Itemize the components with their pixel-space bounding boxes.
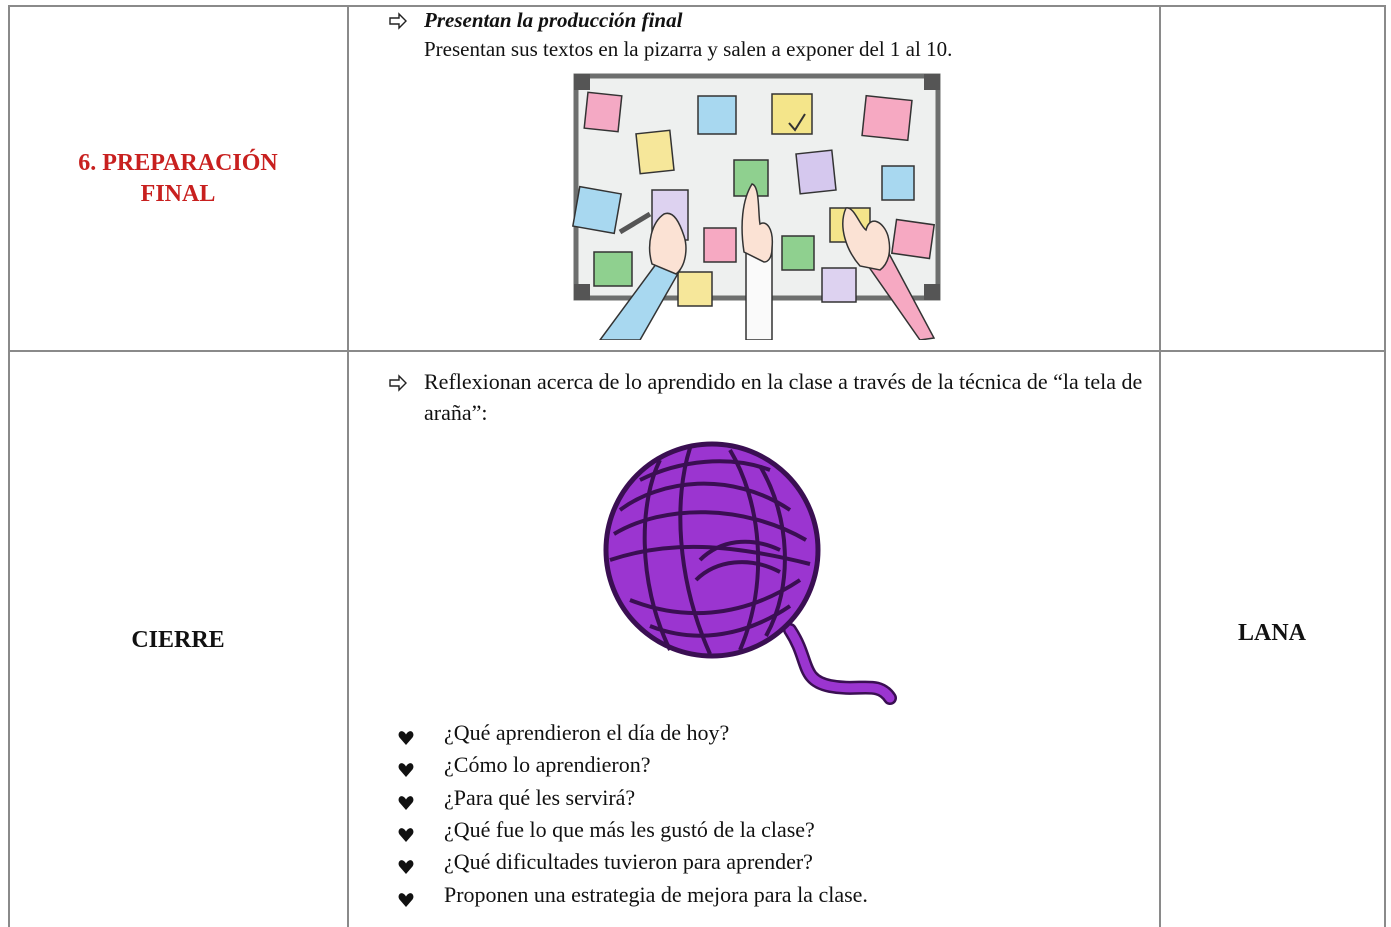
arrow-icon	[389, 12, 407, 30]
bullet-icon	[398, 763, 414, 778]
question-item: ¿Para qué les servirá?	[444, 784, 636, 810]
bullet-icon	[398, 731, 414, 745]
bullet-icon	[398, 892, 414, 907]
border	[347, 5, 349, 927]
border	[8, 350, 1386, 352]
border	[8, 5, 10, 927]
bullet-icon	[398, 828, 414, 842]
arrow-icon	[389, 374, 407, 392]
stage-title: 6. PREPARACIÓN FINAL	[78, 150, 278, 207]
whiteboard-illustration	[571, 73, 941, 340]
bullet-icon	[398, 860, 414, 875]
yarn-illustration	[603, 441, 897, 705]
border	[8, 5, 1386, 7]
resource: LANA	[1237, 620, 1306, 646]
border	[1384, 5, 1386, 927]
activity-text: Reflexionan acerca de lo aprendido en la…	[424, 369, 1143, 425]
stage-title: CIERRE	[131, 627, 225, 653]
border	[1159, 5, 1161, 927]
activity-heading: Presentan la producción final	[424, 8, 683, 32]
question-item: ¿Cómo lo aprendieron?	[444, 752, 651, 778]
question-item: Proponen una estrategia de mejora para l…	[444, 881, 868, 907]
question-list: ¿Qué aprendieron el día de hoy? ¿Cómo lo …	[398, 720, 1158, 927]
question-item: ¿Qué fue lo que más les gustó de la clas…	[444, 816, 815, 842]
question-item: ¿Qué aprendieron el día de hoy?	[444, 720, 730, 745]
activity-text: Presentan sus textos en la pizarra y sal…	[424, 37, 953, 61]
question-item: ¿Qué dificultades tuvieron para aprender…	[444, 849, 813, 875]
bullet-icon	[398, 795, 414, 810]
